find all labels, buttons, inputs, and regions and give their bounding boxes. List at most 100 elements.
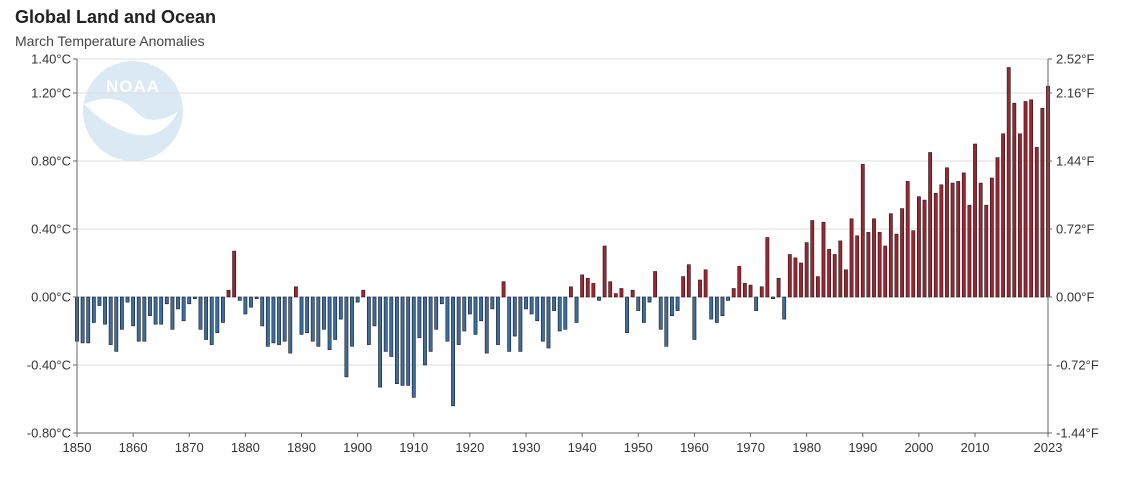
- bar-1921: [473, 296, 478, 335]
- bar-1864: [153, 296, 158, 325]
- bar-1988: [849, 218, 854, 298]
- bar-1972: [759, 286, 764, 298]
- bar-1876: [221, 296, 225, 323]
- bar-2003: [933, 193, 938, 298]
- bar-1877: [226, 289, 231, 298]
- bar-1900: [355, 296, 360, 303]
- bar-1862: [142, 296, 147, 342]
- bar-1959: [686, 264, 691, 298]
- bar-2012: [984, 204, 989, 298]
- bar-1978: [793, 257, 798, 298]
- bar-1966: [726, 296, 730, 301]
- bar-1899: [350, 296, 354, 347]
- y-left-tick-label-5: -0.40°C: [27, 358, 71, 373]
- bar-1903: [372, 296, 377, 327]
- bar-1923: [484, 296, 489, 354]
- bar-1918: [456, 296, 461, 345]
- axes-group: [76, 59, 1049, 434]
- bar-1984: [827, 249, 832, 298]
- bar-1963: [709, 296, 714, 320]
- bar-1917: [451, 296, 455, 407]
- bar-1922: [479, 296, 484, 322]
- y-right-tick-label-3: 0.72°F: [1056, 222, 1095, 237]
- y-left-tick-label-6: -0.80°C: [27, 426, 71, 441]
- x-tick-label-15: 2000: [904, 440, 933, 455]
- bar-1893: [316, 296, 321, 347]
- bar-2022: [1040, 108, 1045, 298]
- bar-1910: [411, 296, 416, 398]
- bar-1853: [91, 296, 96, 323]
- bar-1931: [529, 296, 534, 315]
- bar-2016: [1006, 67, 1011, 298]
- y-right-tick-label-2: 1.44°F: [1056, 154, 1095, 169]
- bar-2020: [1029, 99, 1034, 298]
- bars-group: [75, 67, 1050, 407]
- bar-1946: [613, 293, 618, 298]
- bar-1973: [765, 237, 770, 298]
- bar-1968: [737, 266, 742, 298]
- bar-2014: [995, 157, 1000, 298]
- bar-1943: [597, 296, 601, 301]
- bar-1886: [277, 296, 281, 345]
- bar-1958: [681, 276, 686, 298]
- bar-1928: [512, 296, 517, 337]
- bar-1881: [249, 296, 253, 308]
- x-tick-label-5: 1900: [343, 440, 372, 455]
- bar-2010: [973, 143, 977, 298]
- y-left-tick-label-2: 0.80°C: [31, 154, 71, 169]
- bar-1880: [243, 296, 248, 315]
- bar-1898: [344, 296, 349, 378]
- bar-1991: [866, 232, 871, 298]
- bar-1854: [97, 296, 102, 306]
- bar-1952: [647, 296, 652, 303]
- bar-1866: [164, 296, 169, 305]
- bar-1998: [905, 181, 910, 298]
- bar-1983: [821, 221, 826, 298]
- x-tick-label-3: 1880: [231, 440, 260, 455]
- bar-1967: [731, 288, 736, 298]
- bar-1937: [563, 296, 568, 330]
- bar-1905: [383, 296, 388, 352]
- bar-1911: [417, 296, 422, 339]
- bar-1960: [692, 296, 697, 340]
- bar-1868: [176, 296, 180, 310]
- bar-1982: [815, 276, 820, 298]
- x-tick-label-0: 1850: [63, 440, 92, 455]
- bar-2017: [1012, 102, 1017, 298]
- bar-2004: [939, 184, 944, 298]
- bar-1930: [524, 296, 528, 310]
- bar-2021: [1034, 147, 1039, 298]
- bar-1965: [720, 296, 725, 317]
- bar-1875: [215, 296, 220, 334]
- bar-1954: [658, 296, 663, 330]
- x-tick-label-8: 1930: [512, 440, 541, 455]
- bar-1867: [170, 296, 175, 330]
- y-right-tick-label-1: 2.16°F: [1056, 86, 1095, 101]
- bar-1901: [361, 289, 366, 298]
- bar-1942: [591, 283, 596, 298]
- bar-1912: [423, 296, 427, 366]
- noaa-logo-text: NOAA: [106, 77, 160, 96]
- bar-1944: [602, 245, 607, 298]
- noaa-logo: NOAA: [83, 61, 183, 161]
- x-axis-ticks: 1850 1860 1870 1880 1890 1900 1910 1920 1930 1940…: [63, 433, 1062, 455]
- bar-1999: [911, 230, 916, 298]
- bar-1906: [389, 296, 394, 357]
- y-left-tick-label-3: 0.40°C: [31, 222, 71, 237]
- bar-1941: [585, 277, 590, 298]
- bar-2001: [922, 199, 927, 298]
- bar-1933: [540, 296, 545, 342]
- x-tick-label-13: 1980: [792, 440, 821, 455]
- bar-1949: [630, 289, 635, 298]
- bar-1938: [569, 286, 573, 298]
- bar-2005: [945, 167, 949, 298]
- bar-2008: [961, 172, 966, 298]
- bar-1992: [872, 218, 876, 298]
- bar-1961: [698, 279, 702, 298]
- bar-1993: [877, 232, 882, 298]
- y-left-tick-label-0: 1.40°C: [31, 52, 71, 67]
- y-left-tick-label-1: 1.20°C: [31, 86, 71, 101]
- bar-1895: [327, 296, 332, 351]
- bar-1990: [860, 164, 865, 298]
- bar-1851: [80, 296, 85, 344]
